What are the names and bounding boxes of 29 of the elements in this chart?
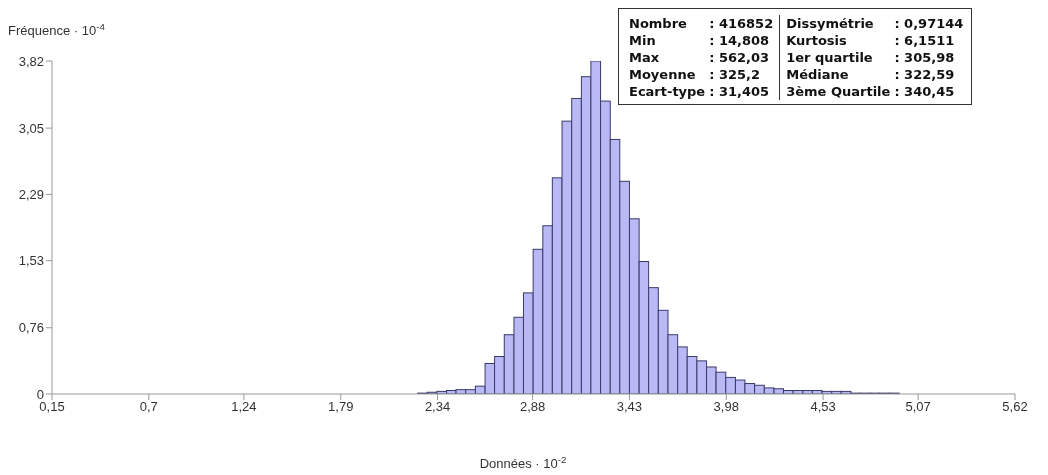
annotation: Ecart-type : 31,405 bbox=[629, 83, 771, 100]
text: Dissymétrie : 0,97144 bbox=[786, 16, 964, 31]
annotation: Moyenne : 325,2 bbox=[629, 66, 762, 83]
text: Kurtosis : 6,1511 bbox=[786, 33, 955, 48]
y-tick-label: 0 bbox=[36, 386, 44, 402]
x-tick-label: 0,7 bbox=[139, 399, 158, 415]
y-tick-label: 3,82 bbox=[18, 53, 44, 69]
y-tick-label: 3,05 bbox=[18, 120, 44, 136]
x-tick-label: 4,53 bbox=[810, 399, 836, 415]
x-tick-label: 5,62 bbox=[1002, 399, 1028, 415]
x-tick-label: 2,34 bbox=[424, 399, 451, 415]
x-tick-label: 5,07 bbox=[905, 399, 931, 415]
text: Médiane : 322,59 bbox=[786, 67, 955, 82]
y-tick-label: 2,29 bbox=[18, 186, 44, 202]
text: Nombre : 416852 bbox=[629, 16, 774, 31]
y-tick-label: 0,76 bbox=[18, 320, 44, 336]
text: Max : 562,03 bbox=[629, 50, 770, 65]
x-tick-label: 3,98 bbox=[713, 399, 739, 415]
y-axis-title: Fréquence · 10$^{-4}$ bbox=[8, 21, 105, 39]
x-tick-label: 1,24 bbox=[231, 399, 257, 415]
x-tick-label: 0,15 bbox=[39, 399, 65, 415]
x-tick-label: 2,88 bbox=[519, 399, 546, 415]
x-axis-title: Données · 10$^{-2}$ bbox=[479, 454, 567, 472]
x-tick-label: 3,43 bbox=[616, 399, 643, 415]
y-tick-label: 1,53 bbox=[18, 253, 44, 269]
text: 1er quartile : 305,98 bbox=[786, 50, 955, 65]
x-tick-label: 1,79 bbox=[328, 399, 354, 415]
annotation: 3ème Quartile : 340,45 bbox=[786, 83, 956, 100]
text: Min : 14,808 bbox=[629, 33, 770, 48]
